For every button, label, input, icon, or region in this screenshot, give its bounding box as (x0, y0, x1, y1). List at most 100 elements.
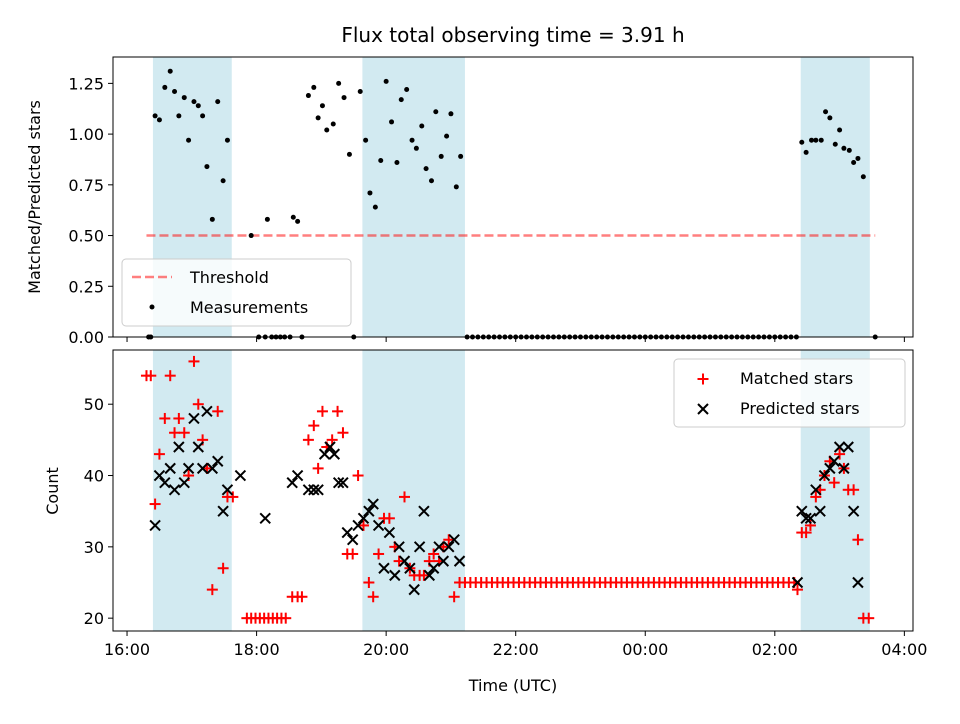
predicted-point-b (221, 484, 234, 496)
predicted-point (341, 526, 353, 539)
measurement-point (818, 137, 824, 143)
measurement-point (383, 78, 389, 84)
predicted-point-b (427, 562, 440, 574)
matched-point (852, 534, 864, 546)
predicted-point (852, 576, 864, 589)
predicted-point-b (818, 469, 831, 482)
measurement-point (428, 178, 434, 184)
x-tick-label: 22:00 (493, 640, 539, 659)
predicted-point-b (413, 541, 426, 553)
predicted-point (393, 541, 405, 553)
predicted-point-b (173, 441, 185, 453)
matched-point (398, 491, 410, 503)
predicted-point (286, 476, 298, 489)
predicted-point (433, 541, 445, 553)
matched-point (834, 448, 846, 460)
predicted-point-b (234, 469, 247, 482)
predicted-point (291, 469, 304, 482)
predicted-point-b (408, 583, 420, 596)
matched-point (227, 491, 239, 503)
bottom-legend: Matched stars Predicted stars (673, 358, 906, 428)
measurement-point (305, 93, 311, 99)
measurement-point (413, 145, 419, 151)
predicted-point-b (149, 519, 161, 532)
measurement-point (458, 153, 464, 159)
matched-point (810, 491, 822, 503)
matched-point (448, 591, 460, 603)
predicted-point-b (796, 505, 808, 517)
matched-point (296, 591, 308, 603)
measurement-point (200, 113, 206, 119)
predicted-point (814, 505, 826, 517)
measurement-point (389, 119, 395, 125)
predicted-point-b (168, 484, 181, 496)
predicted-point (378, 562, 390, 574)
predicted-point (324, 441, 336, 453)
predicted-point-b (337, 476, 349, 489)
measurement-point (156, 117, 162, 123)
predicted-point (302, 484, 315, 496)
predicted-point (408, 583, 420, 596)
top-legend-box (121, 258, 352, 327)
measurement-point (248, 233, 254, 239)
legend-predicted-marker (697, 403, 709, 415)
measurement-point (448, 111, 454, 117)
measurement-point (433, 109, 439, 115)
x-tick-label: 00:00 (622, 640, 668, 659)
predicted-point (259, 512, 271, 525)
predicted-point-b (206, 462, 219, 475)
predicted-point-b (178, 476, 190, 489)
matched-point (145, 370, 157, 382)
measurement-point (841, 145, 847, 151)
predicted-point-b (308, 484, 320, 496)
measurement-point (215, 99, 221, 105)
measurement-point (809, 137, 815, 143)
predicted-point (418, 505, 430, 517)
predicted-point (192, 441, 204, 453)
y-tick-label: 0.50 (68, 227, 104, 246)
predicted-point (389, 569, 401, 582)
measurement-point (832, 141, 838, 147)
predicted-point (357, 512, 370, 525)
predicted-point-b (332, 476, 345, 489)
predicted-point-b (418, 505, 430, 517)
shaded-interval-0 (152, 350, 232, 631)
predicted-point-b (259, 512, 271, 525)
top-y-axis-label: Matched/Predicted stars (25, 100, 44, 294)
predicted-point-b (357, 512, 370, 525)
measurement-point (195, 103, 201, 109)
predicted-point (217, 505, 229, 517)
predicted-point-b (153, 469, 166, 482)
predicted-point (453, 555, 466, 567)
matched-point (302, 434, 314, 446)
predicted-point-b (828, 455, 840, 467)
predicted-point (818, 469, 831, 482)
matched-point (188, 355, 200, 367)
x-tick-label: 18:00 (234, 640, 280, 659)
matched-point (169, 427, 181, 439)
x-tick-label: 02:00 (752, 640, 798, 659)
matched-point (367, 591, 379, 603)
predicted-point-b (192, 441, 204, 453)
measurement-point (181, 95, 187, 101)
predicted-point-b (182, 462, 195, 475)
y-tick-label: 1.25 (68, 74, 104, 93)
predicted-point (804, 512, 817, 525)
predicted-point (308, 484, 320, 496)
matched-point (393, 555, 405, 567)
predicted-point-b (404, 562, 416, 574)
measurement-point (372, 204, 378, 210)
matched-point (418, 569, 430, 581)
legend-matched-marker (697, 373, 709, 385)
matched-point (791, 584, 803, 596)
predicted-point-b (433, 541, 445, 553)
bottom-axis-ticks: 16:00 18:00 20:00 22:00 00:00 02:00 04:00 20 30 4… (84, 395, 928, 659)
predicted-point-b (810, 484, 822, 496)
matched-point (192, 398, 204, 410)
measurement-point (224, 137, 230, 143)
matched-point (347, 548, 359, 560)
predicted-point (206, 462, 219, 475)
bottom-axes-frame (112, 349, 914, 632)
measurement-point (827, 115, 833, 121)
